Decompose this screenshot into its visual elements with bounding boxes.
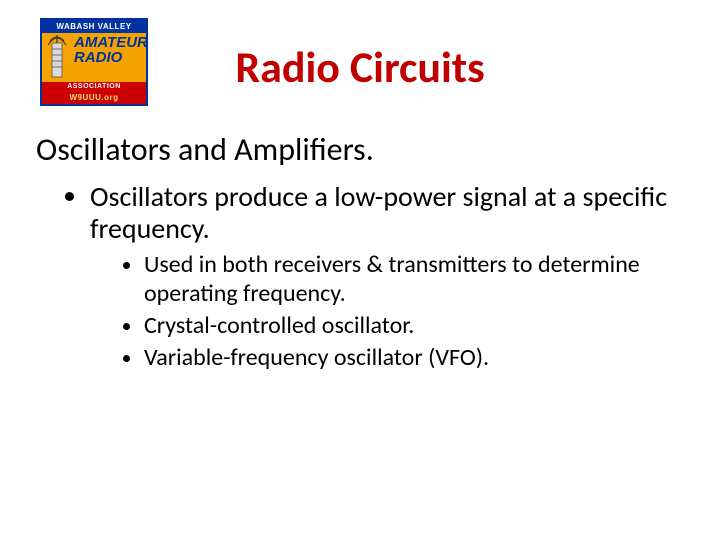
slide-content: Oscillators and Amplifiers. Oscillators … <box>36 130 684 381</box>
bullet-list-lvl2: Used in both receivers & transmitters to… <box>118 251 684 372</box>
bullet-text: Variable-frequency oscillator (VFO). <box>144 343 489 372</box>
list-item: Oscillators produce a low-power signal a… <box>90 181 684 373</box>
bullet-text: Used in both receivers & transmitters to… <box>144 250 640 307</box>
list-item: Variable-frequency oscillator (VFO). <box>144 344 684 372</box>
slide: WABASH VALLEY AMATEUR RADIO ASSOCIATION … <box>0 0 720 540</box>
list-item: Crystal-controlled oscillator. <box>144 312 684 340</box>
logo-banner-top: WABASH VALLEY <box>42 20 146 33</box>
list-item: Used in both receivers & transmitters to… <box>144 251 684 308</box>
bullet-text: Oscillators produce a low-power signal a… <box>90 179 667 246</box>
bullet-list-lvl1: Oscillators produce a low-power signal a… <box>64 181 684 373</box>
slide-title: Radio Circuits <box>0 40 720 94</box>
content-heading: Oscillators and Amplifiers. <box>36 130 684 169</box>
bullet-text: Crystal-controlled oscillator. <box>144 311 414 340</box>
